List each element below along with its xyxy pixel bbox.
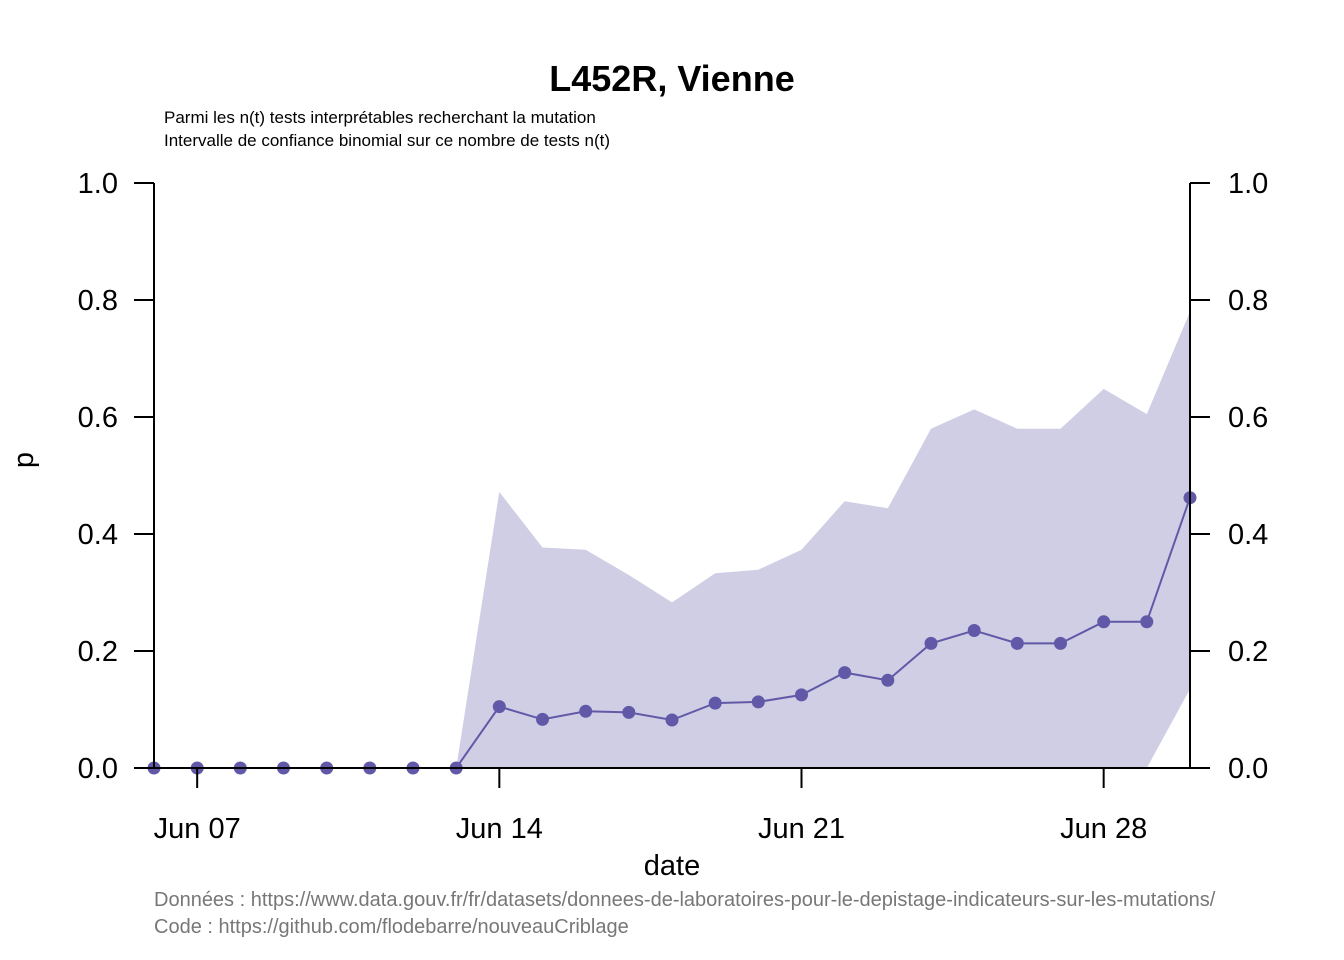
y-tick-label-left: 0.4 <box>78 519 118 551</box>
confidence-band <box>154 311 1190 768</box>
data-point <box>924 636 938 650</box>
y-tick-label-left: 1.0 <box>78 168 118 200</box>
credits-data-source: Données : https://www.data.gouv.fr/fr/da… <box>154 889 1216 911</box>
y-tick-label-right: 0.6 <box>1228 402 1268 434</box>
data-point <box>579 704 593 718</box>
x-tick-label: Jun 28 <box>1060 813 1147 845</box>
x-axis-label: date <box>644 850 700 882</box>
x-tick-label: Jun 21 <box>758 813 845 845</box>
data-point <box>838 666 852 680</box>
chart-title: L452R, Vienne <box>549 58 794 99</box>
data-point <box>665 713 679 727</box>
data-point <box>1097 615 1111 629</box>
data-point <box>1054 636 1067 650</box>
y-tick-label-right: 0.0 <box>1228 753 1268 785</box>
y-tick-label-left: 0.6 <box>78 402 118 434</box>
data-point <box>708 696 722 710</box>
plot-area <box>147 311 1197 775</box>
data-point <box>492 700 506 714</box>
data-point <box>1010 636 1024 650</box>
data-point <box>536 712 549 726</box>
axes: 0.0 0.0 0.2 0.2 0.4 0.4 0.6 0.6 0.8 0.8 1.0 1.0 Jun … <box>78 168 1269 845</box>
y-tick-label-right: 0.8 <box>1228 285 1268 317</box>
data-point <box>795 688 808 702</box>
data-point <box>622 705 636 719</box>
chart-subtitle-line-1: Parmi les n(t) tests interprétables rech… <box>164 108 596 127</box>
y-tick-label-right: 1.0 <box>1228 168 1268 200</box>
x-tick-label: Jun 07 <box>154 813 241 845</box>
y-tick-label-right: 0.4 <box>1228 519 1268 551</box>
y-axis-label: p <box>8 452 40 468</box>
y-tick-label-left: 0.8 <box>78 285 118 317</box>
credits-code-source: Code : https://github.com/flodebarre/nou… <box>154 916 629 938</box>
data-point <box>1140 615 1154 629</box>
data-point <box>751 695 765 709</box>
data-point <box>881 673 895 687</box>
x-tick-label: Jun 14 <box>456 813 543 845</box>
y-tick-label-left: 0.0 <box>78 753 118 785</box>
y-tick-label-right: 0.2 <box>1228 636 1268 668</box>
chart-subtitle-line-2: Intervalle de confiance binomial sur ce … <box>164 131 610 150</box>
y-tick-label-left: 0.2 <box>78 636 118 668</box>
data-point <box>967 624 981 637</box>
